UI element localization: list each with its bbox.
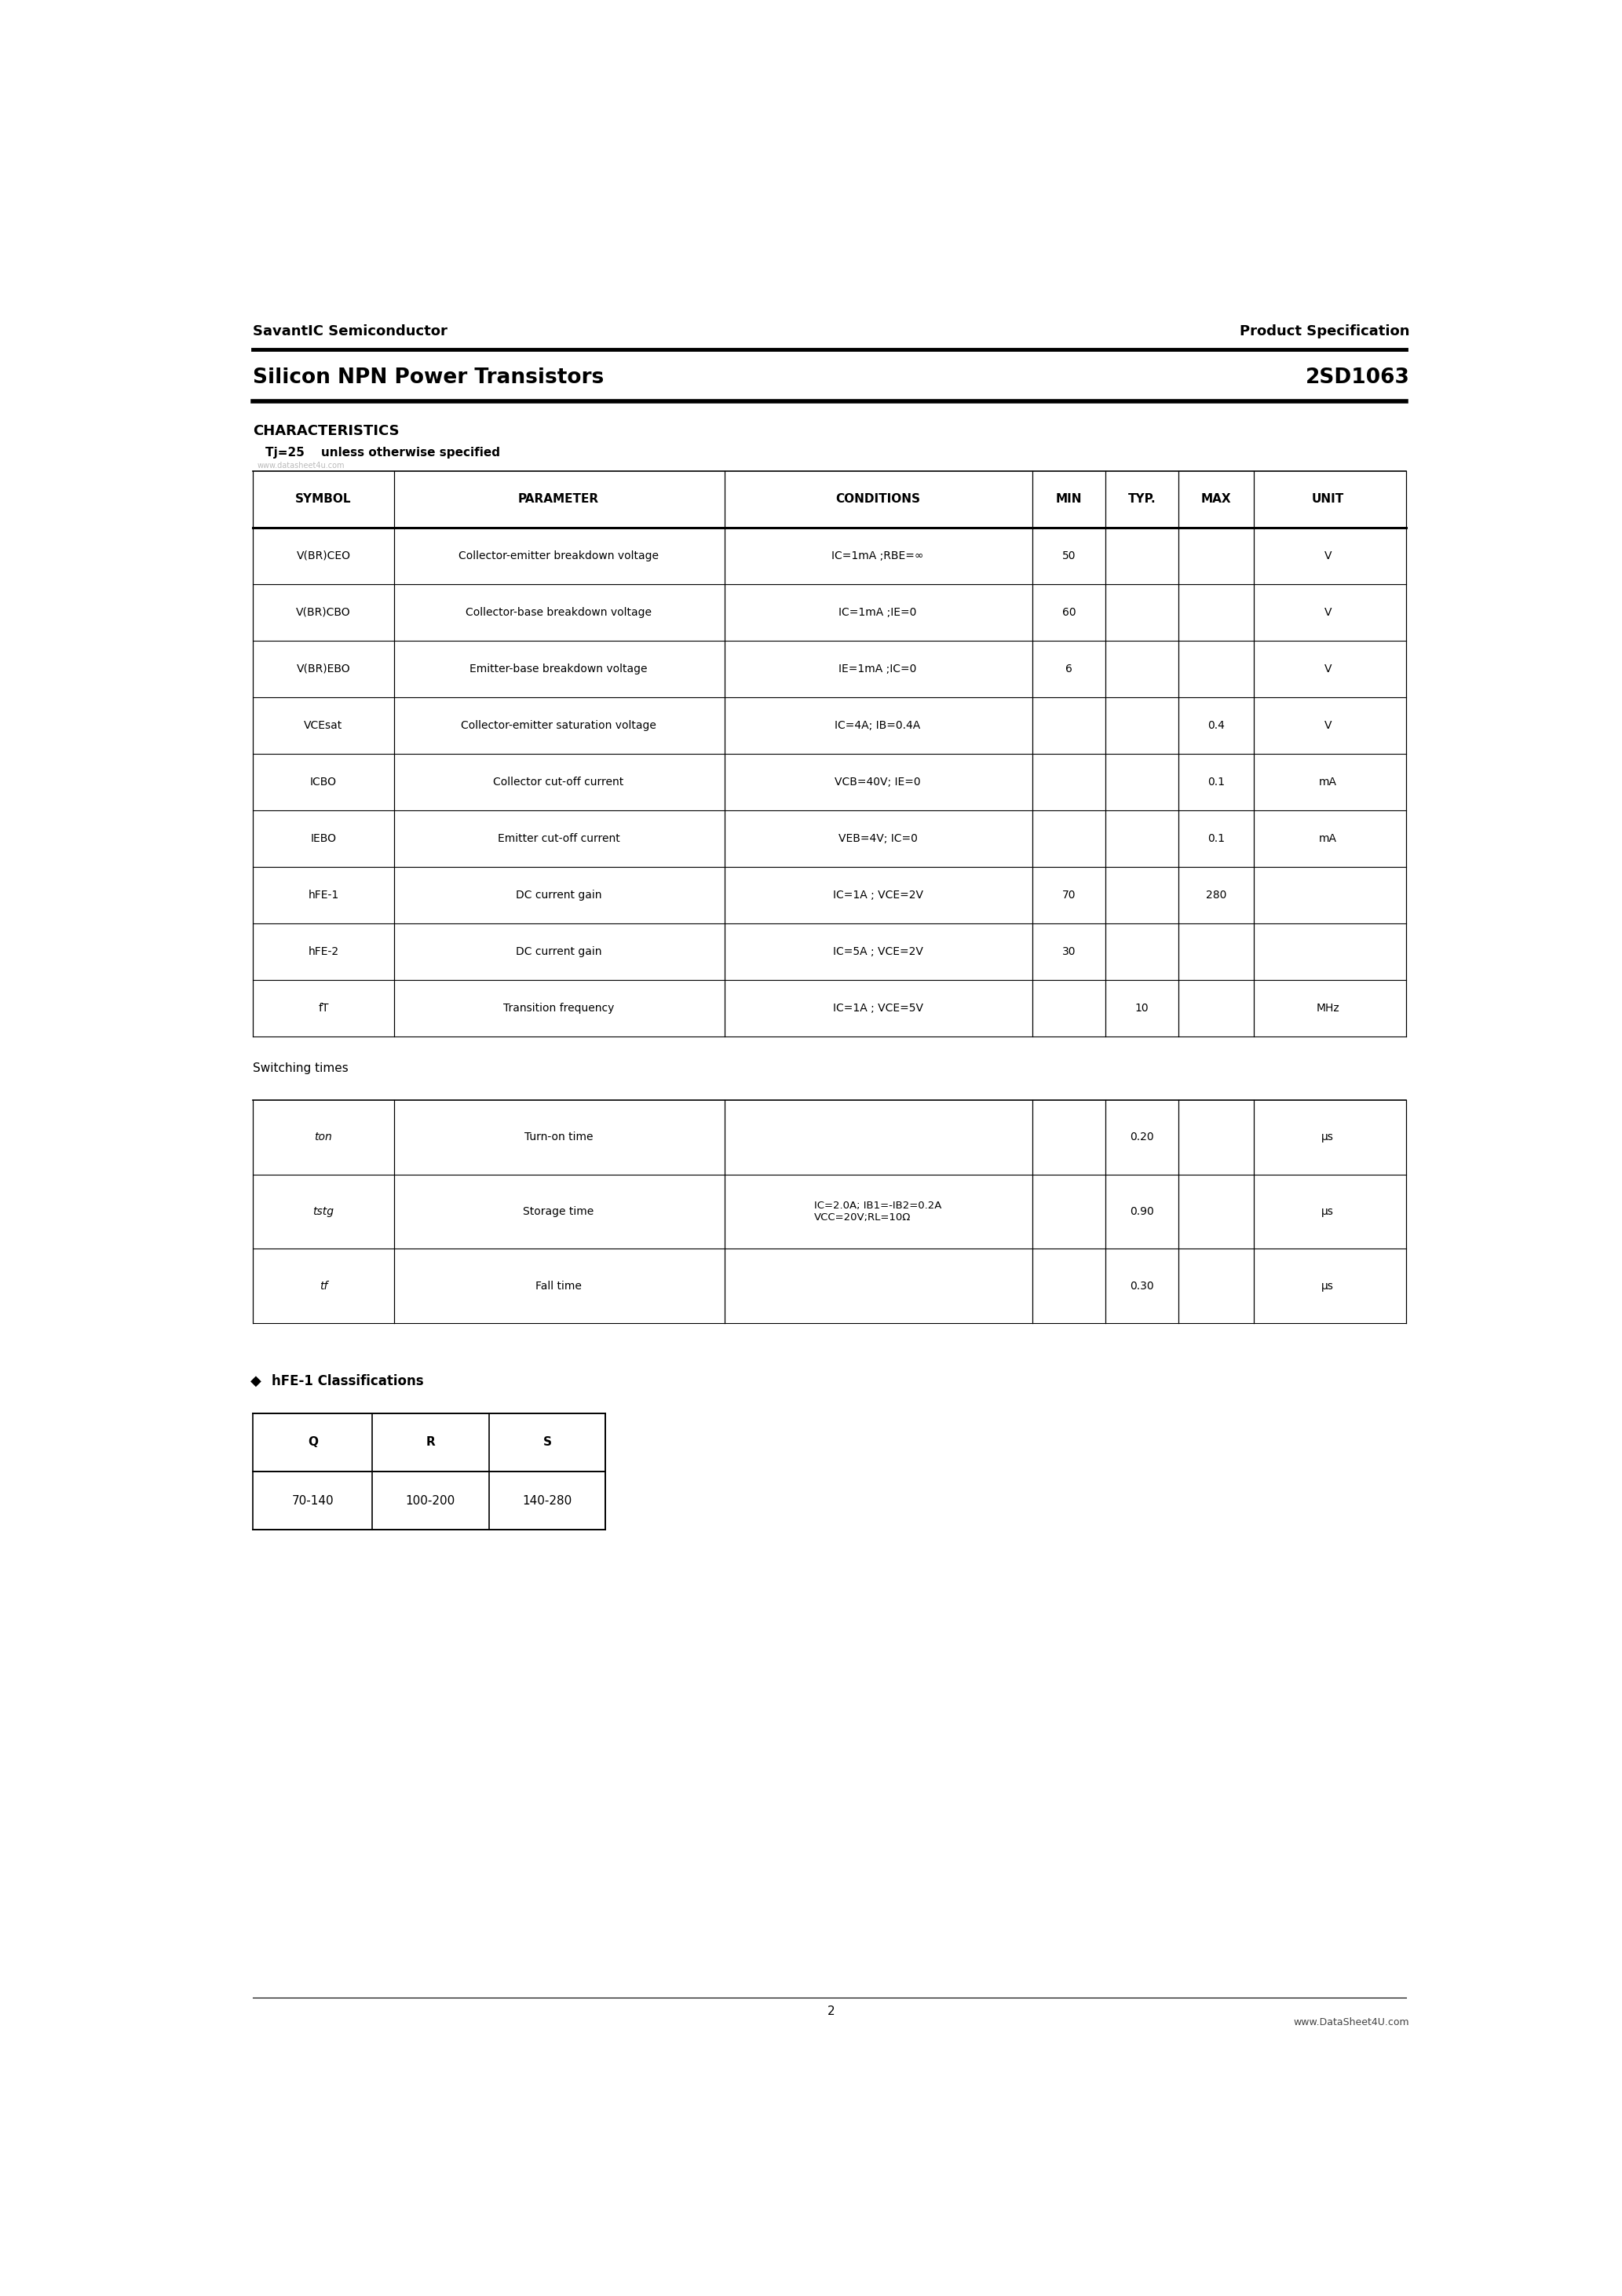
Text: DC current gain: DC current gain [516,889,602,900]
Text: SavantIC Semiconductor: SavantIC Semiconductor [253,324,448,338]
Text: Silicon NPN Power Transistors: Silicon NPN Power Transistors [253,367,603,388]
Text: S: S [543,1437,551,1449]
Text: Product Specification: Product Specification [1239,324,1410,338]
Text: V(BR)EBO: V(BR)EBO [297,664,350,675]
Text: 2: 2 [827,2007,835,2018]
Text: IC=1A ; VCE=2V: IC=1A ; VCE=2V [832,889,923,900]
Text: www.DataSheet4U.com: www.DataSheet4U.com [1294,2018,1410,2027]
Text: ICBO: ICBO [310,776,337,788]
Text: VCEsat: VCEsat [303,721,342,730]
Text: IC=1mA ;RBE=∞: IC=1mA ;RBE=∞ [832,551,925,560]
Text: 0.30: 0.30 [1131,1281,1153,1290]
Text: www.datasheet4u.com: www.datasheet4u.com [256,461,344,468]
Text: IC=1mA ;IE=0: IC=1mA ;IE=0 [839,606,916,618]
Text: 30: 30 [1062,946,1075,957]
Text: V: V [1324,606,1332,618]
Text: V: V [1324,664,1332,675]
Text: μs: μs [1322,1132,1333,1143]
Text: CHARACTERISTICS: CHARACTERISTICS [253,425,399,439]
Text: Tj=25    unless otherwise specified: Tj=25 unless otherwise specified [266,445,500,459]
Text: IC=4A; IB=0.4A: IC=4A; IB=0.4A [835,721,921,730]
Text: ton: ton [315,1132,333,1143]
Text: IE=1mA ;IC=0: IE=1mA ;IC=0 [839,664,916,675]
Text: Transition frequency: Transition frequency [503,1003,615,1015]
Text: mA: mA [1319,776,1337,788]
Text: IC=2.0A; IB1=-IB2=0.2A
VCC=20V;RL=10Ω: IC=2.0A; IB1=-IB2=0.2A VCC=20V;RL=10Ω [814,1201,941,1224]
Text: fT: fT [318,1003,329,1015]
Text: Collector-emitter saturation voltage: Collector-emitter saturation voltage [461,721,657,730]
Text: SYMBOL: SYMBOL [295,494,352,505]
Text: Switching times: Switching times [253,1063,349,1075]
Text: 10: 10 [1135,1003,1148,1015]
Text: 100-200: 100-200 [406,1495,456,1506]
Text: IEBO: IEBO [310,833,336,845]
Text: IC=5A ; VCE=2V: IC=5A ; VCE=2V [832,946,923,957]
Text: hFE-2: hFE-2 [308,946,339,957]
Text: MIN: MIN [1056,494,1082,505]
Text: Collector cut-off current: Collector cut-off current [493,776,624,788]
Text: Collector-emitter breakdown voltage: Collector-emitter breakdown voltage [459,551,659,560]
Text: VCB=40V; IE=0: VCB=40V; IE=0 [835,776,921,788]
Text: MHz: MHz [1315,1003,1340,1015]
Text: V(BR)CEO: V(BR)CEO [297,551,350,560]
Text: 0.1: 0.1 [1207,833,1225,845]
Text: 280: 280 [1205,889,1226,900]
Text: MAX: MAX [1200,494,1231,505]
Text: 2SD1063: 2SD1063 [1306,367,1410,388]
Text: Emitter-base breakdown voltage: Emitter-base breakdown voltage [470,664,647,675]
Text: 0.4: 0.4 [1207,721,1225,730]
Text: Storage time: Storage time [522,1205,594,1217]
Text: 0.1: 0.1 [1207,776,1225,788]
Text: 6: 6 [1066,664,1072,675]
Text: tstg: tstg [313,1205,334,1217]
Text: 70: 70 [1062,889,1075,900]
Text: mA: mA [1319,833,1337,845]
Text: 50: 50 [1062,551,1075,560]
Text: DC current gain: DC current gain [516,946,602,957]
Text: 70-140: 70-140 [292,1495,334,1506]
Text: IC=1A ; VCE=5V: IC=1A ; VCE=5V [832,1003,923,1015]
Text: TYP.: TYP. [1127,494,1156,505]
Text: Emitter cut-off current: Emitter cut-off current [498,833,620,845]
Text: V: V [1324,721,1332,730]
Text: tf: tf [320,1281,328,1290]
Text: V(BR)CBO: V(BR)CBO [297,606,350,618]
Text: hFE-1 Classifications: hFE-1 Classifications [272,1375,423,1389]
Text: UNIT: UNIT [1312,494,1345,505]
Text: ◆: ◆ [250,1375,261,1389]
Text: μs: μs [1322,1205,1333,1217]
Text: 140-280: 140-280 [522,1495,573,1506]
Text: hFE-1: hFE-1 [308,889,339,900]
Text: 60: 60 [1062,606,1075,618]
Text: V: V [1324,551,1332,560]
Text: 0.90: 0.90 [1129,1205,1153,1217]
Text: VEB=4V; IC=0: VEB=4V; IC=0 [839,833,918,845]
Text: μs: μs [1322,1281,1333,1290]
Text: PARAMETER: PARAMETER [517,494,599,505]
Text: Turn-on time: Turn-on time [524,1132,594,1143]
Text: R: R [425,1437,435,1449]
Text: Fall time: Fall time [535,1281,582,1290]
Text: Collector-base breakdown voltage: Collector-base breakdown voltage [466,606,652,618]
Text: Q: Q [308,1437,318,1449]
Text: CONDITIONS: CONDITIONS [835,494,920,505]
Text: 0.20: 0.20 [1131,1132,1153,1143]
